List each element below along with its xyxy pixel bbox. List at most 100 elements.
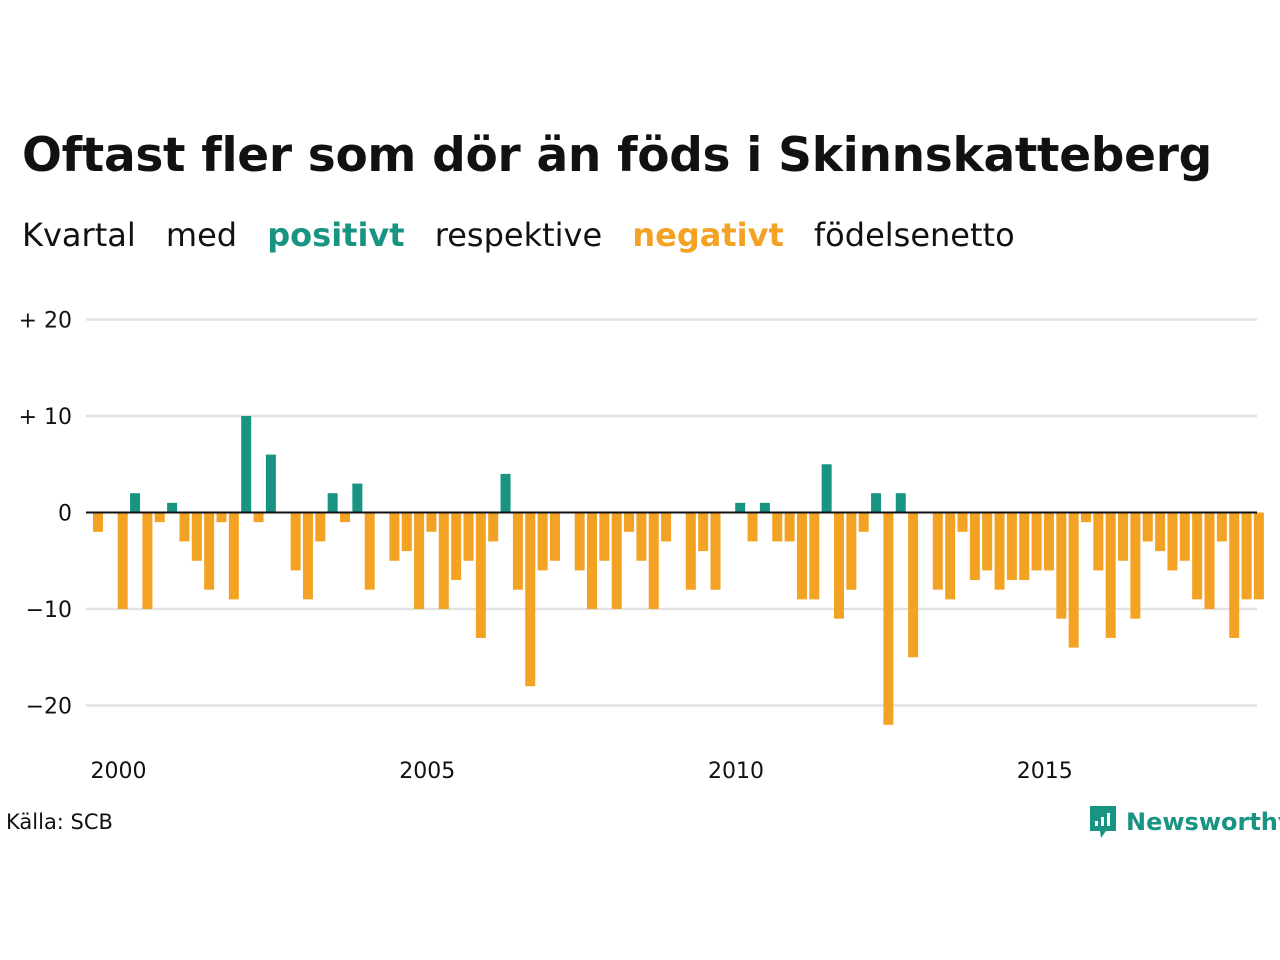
bar <box>1019 512 1030 581</box>
bar <box>809 512 820 600</box>
bar <box>957 512 968 532</box>
bar <box>327 493 338 513</box>
legend-negative: negativt <box>632 216 784 254</box>
subtitle-word: respektive <box>434 216 603 254</box>
legend-positive: positivt <box>267 216 405 254</box>
bar <box>871 493 882 513</box>
bar <box>1241 512 1252 600</box>
bar <box>1068 512 1079 648</box>
brand-name: Newsworthy <box>1126 808 1280 836</box>
bar <box>500 473 511 513</box>
bar <box>772 512 783 542</box>
bar <box>451 512 462 581</box>
bar <box>1179 512 1190 561</box>
grid-lines <box>86 318 1257 707</box>
bar-chart: + 20+ 100−10−2020002005201020152020 <box>19 309 1264 784</box>
bar <box>636 512 647 561</box>
bar <box>549 512 560 561</box>
bar <box>1142 512 1153 542</box>
y-tick-label: −10 <box>26 598 72 623</box>
chart-subtitle: Kvartal med positivt respektive negativt… <box>22 216 1035 254</box>
bar <box>1043 512 1054 571</box>
bar <box>1155 512 1166 552</box>
bar <box>315 512 326 542</box>
bar <box>154 512 165 523</box>
bar <box>858 512 869 532</box>
subtitle-word: med <box>165 216 238 254</box>
bar <box>364 512 375 590</box>
bar <box>414 512 425 609</box>
bar <box>1006 512 1017 581</box>
bar <box>216 512 227 523</box>
bar <box>1105 512 1116 638</box>
bar <box>1167 512 1178 571</box>
bar <box>846 512 857 590</box>
bars <box>93 416 1264 725</box>
bar <box>438 512 449 609</box>
bar <box>488 512 499 542</box>
bar <box>994 512 1005 590</box>
bar <box>1056 512 1067 619</box>
bar <box>167 502 178 513</box>
bar <box>389 512 400 561</box>
bar <box>945 512 956 600</box>
bar <box>574 512 585 571</box>
bar <box>1216 512 1227 542</box>
bar <box>512 512 523 590</box>
newsworthy-logo[interactable]: Newsworthy <box>1088 804 1280 840</box>
bar <box>1031 512 1042 571</box>
x-tick-label: 2010 <box>708 759 764 784</box>
bar <box>735 502 746 513</box>
bar <box>241 416 252 513</box>
bar <box>821 464 832 513</box>
bar <box>1192 512 1203 600</box>
bar <box>463 512 474 561</box>
bar <box>834 512 844 619</box>
bar <box>969 512 980 581</box>
bar <box>130 493 141 513</box>
bar <box>932 512 943 590</box>
bar <box>265 454 276 513</box>
bar <box>685 512 696 590</box>
bar <box>1253 512 1264 600</box>
bar <box>191 512 202 561</box>
bar <box>302 512 313 600</box>
y-tick-label: + 20 <box>19 309 72 334</box>
bar <box>179 512 190 542</box>
bar <box>698 512 709 552</box>
chart-title: Oftast fler som dör än föds i Skinnskatt… <box>22 128 1212 183</box>
bar <box>525 512 536 687</box>
bar <box>1093 512 1104 571</box>
bar <box>796 512 807 600</box>
bar <box>1081 512 1091 523</box>
x-tick-label: 2000 <box>91 759 147 784</box>
x-tick-label: 2015 <box>1017 759 1073 784</box>
bar <box>340 512 350 523</box>
bar <box>1118 512 1129 561</box>
bar <box>1229 512 1240 638</box>
bar <box>352 483 363 513</box>
bar <box>204 512 215 590</box>
bar <box>895 493 906 513</box>
bar <box>599 512 610 561</box>
bar <box>883 512 894 725</box>
bar <box>537 512 548 571</box>
bar <box>784 512 795 542</box>
bar <box>93 512 103 532</box>
subtitle-word: födelsenetto <box>813 216 1015 254</box>
bar <box>475 512 486 638</box>
y-tick-label: + 10 <box>19 405 72 430</box>
x-tick-label: 2005 <box>399 759 455 784</box>
bar <box>228 512 239 600</box>
bar <box>253 512 264 523</box>
bar <box>426 512 437 532</box>
bar <box>611 512 622 609</box>
source-note: Källa: SCB <box>6 810 113 834</box>
bar <box>624 512 635 532</box>
bar <box>290 512 301 571</box>
bar <box>1130 512 1141 619</box>
bar <box>710 512 721 590</box>
y-tick-label: 0 <box>58 502 72 527</box>
bar <box>1204 512 1215 609</box>
bar <box>661 512 672 542</box>
